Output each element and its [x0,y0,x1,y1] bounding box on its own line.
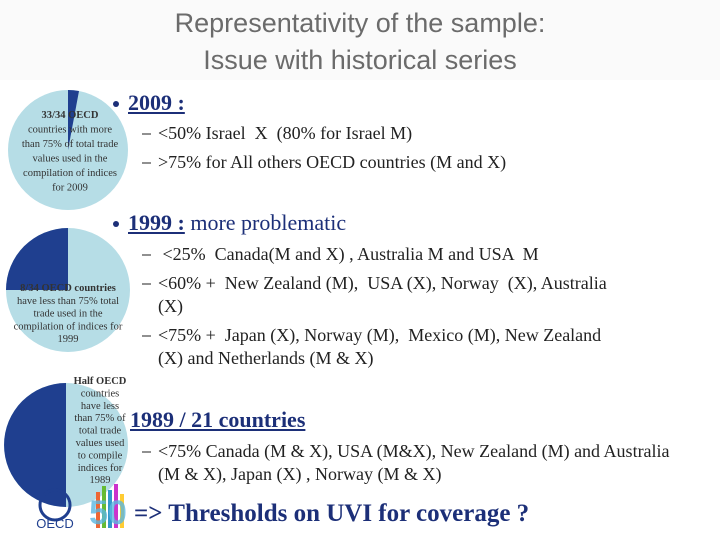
item: <60% + New Zealand (M), USA (X), Norway … [158,273,612,316]
pie-1989-slice [4,383,66,507]
logo-bar [108,490,112,528]
heading: 1999 : more problematic [128,210,346,236]
heading-year: 1989 / 21 countries [130,407,306,432]
pie-label: 1989 [90,475,111,486]
pie-label: have less [81,401,119,412]
pie-label: indices for [78,463,123,474]
pie-label: trade used in the [33,309,102,320]
conclusion: => Thresholds on UVI for coverage ? [134,500,530,527]
pie-label: values used [76,438,125,449]
pie-label: than 75% of [74,413,126,424]
pie-label: Half OECD [74,376,127,387]
heading-rest: more problematic [190,210,347,235]
pie-label: for 2009 [52,183,88,194]
item: <75% Canada (M & X), USA (M&X), New Zeal… [158,441,675,484]
pie-label: to compile [78,450,123,461]
item: <25% Canada(M and X) , Australia M and U… [158,244,539,264]
logo-bar [96,492,100,528]
item: <50% Israel X (80% for Israel M) [158,123,413,143]
pie-label: 8/34 OECD countries [20,283,116,294]
pie-label: 1999 [58,334,79,345]
item: <75% + Japan (X), Norway (M), Mexico (M)… [158,325,606,368]
logo-bar [102,486,106,528]
pie-label: 33/34 OECD [42,110,99,121]
title: Issue with historical series [203,45,517,75]
heading-year: 1999 : [128,210,185,235]
pie-label: countries [81,388,120,399]
bullet [113,101,119,107]
pie-2009-slice [68,89,79,150]
pie-label: countries with more [28,125,112,136]
title-band [0,0,720,80]
pie-1999-slice [6,228,68,290]
logo-number: 50 [89,494,127,532]
pie-label: total trade [79,426,122,437]
pie-label: compilation of indices [23,168,117,179]
title: Representativity of the sample: [174,8,546,38]
heading: 1989 / 21 countries [130,407,305,433]
pie-label: values used in the [33,154,108,165]
heading: 2009 : [128,90,185,116]
logo-globe [38,488,72,522]
heading-year: 2009 : [128,90,185,115]
item: >75% for All others OECD countries (M an… [158,152,507,172]
pie-label: compilation of indices for [14,321,123,332]
logo-bar [114,484,118,528]
bullet [113,221,119,227]
logo-name: OECD [36,516,74,531]
pie-label: have less than 75% total [17,296,119,307]
logo-bar [120,494,124,528]
pie-label: than 75% of total trade [22,139,119,150]
